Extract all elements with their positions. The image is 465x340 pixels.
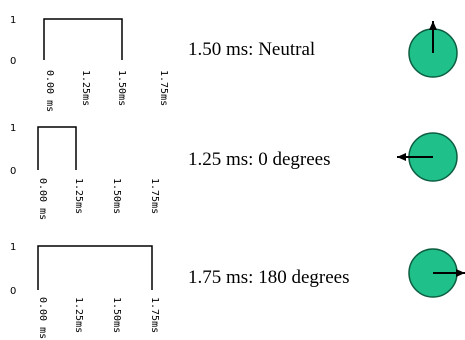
pulse-waveform: [43, 18, 123, 60]
y-label-low: 0: [10, 286, 16, 297]
time-tick-label: 0.00 ms: [37, 178, 48, 220]
pulse-waveform: [37, 245, 153, 290]
time-tick-label: 1.75ms: [158, 70, 169, 106]
y-label-high: 1: [10, 242, 16, 253]
time-tick-label: 0.00 ms: [44, 70, 55, 112]
time-tick-label: 1.25ms: [80, 70, 91, 106]
time-tick-label: 1.50ms: [116, 70, 127, 106]
time-tick-label: 1.75ms: [149, 178, 160, 214]
time-tick-label: 1.25ms: [73, 178, 84, 214]
y-label-low: 0: [10, 56, 16, 67]
y-label-high: 1: [10, 123, 16, 134]
time-tick-label: 1.25ms: [73, 297, 84, 333]
pulse-caption: 1.25 ms: 0 degrees: [188, 149, 330, 170]
y-label-low: 0: [10, 166, 16, 177]
needle-arrowhead-icon: [397, 153, 406, 161]
needle-arrowhead-icon: [456, 269, 465, 277]
pulse-caption: 1.50 ms: Neutral: [188, 39, 315, 60]
time-tick-label: 1.50ms: [111, 297, 122, 333]
time-tick-label: 0.00 ms: [37, 297, 48, 339]
time-tick-label: 1.50ms: [111, 178, 122, 214]
pulse-waveform: [37, 126, 77, 170]
pulse-caption: 1.75 ms: 180 degrees: [188, 267, 349, 288]
needle-arrowhead-icon: [429, 21, 437, 30]
time-tick-label: 1.75ms: [149, 297, 160, 333]
y-label-high: 1: [10, 15, 16, 26]
